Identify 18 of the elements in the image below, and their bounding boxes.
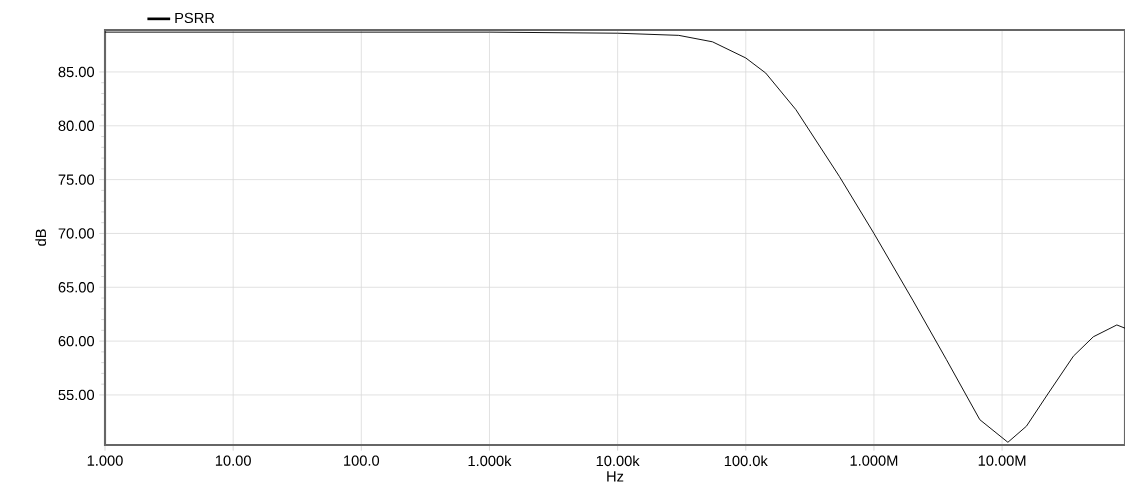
y-tick-label: 75.00 [58,174,95,185]
y-tick-label: 65.00 [58,282,95,293]
x-tick-label: 1.000M [850,455,898,466]
x-tick-label: 10.00M [978,455,1026,466]
x-axis-title: Hz [607,471,624,482]
y-tick-label: 60.00 [58,335,95,347]
x-tick-label: 10.00k [596,455,640,467]
legend-label: PSRR [175,12,215,24]
x-tick-label: 1.000 [87,455,123,466]
x-tick-label: 100.0k [724,455,768,467]
y-tick-label: 55.00 [58,389,95,401]
y-tick-label: 80.00 [58,120,95,131]
y-axis-title: dB [35,229,47,246]
x-tick-label: 100.0 [344,455,380,466]
y-tick-label: 70.00 [58,228,95,239]
x-tick-label: 10.00 [215,455,251,466]
x-tick-label: 1.000k [468,455,512,467]
y-tick-label: 85.00 [58,66,95,78]
